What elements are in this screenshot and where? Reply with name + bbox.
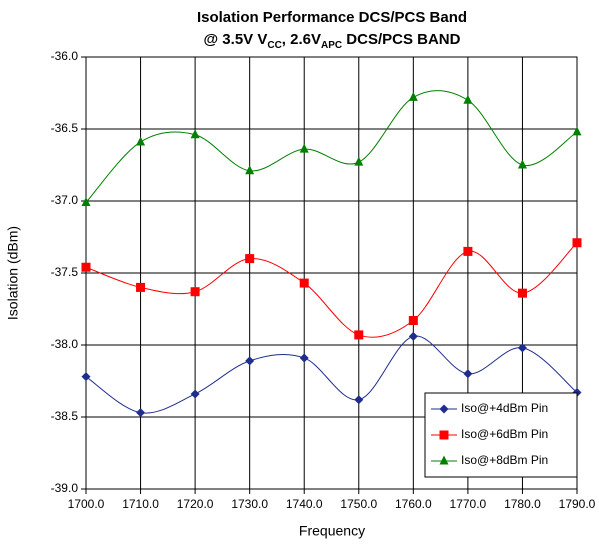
- y-tick-label: -38.5: [51, 409, 79, 423]
- series-line: [85, 335, 578, 414]
- subtitle-part: DCS/PCS BAND: [342, 31, 461, 48]
- marker: [245, 356, 255, 366]
- marker: [517, 288, 527, 298]
- marker: [299, 353, 309, 363]
- x-tick-label: 1710.0: [122, 497, 159, 511]
- marker: [190, 129, 200, 139]
- marker: [572, 238, 582, 248]
- marker: [354, 156, 364, 166]
- legend-label: Iso@+6dBm Pin: [461, 427, 548, 441]
- x-tick-label: 1760.0: [395, 497, 432, 511]
- marker: [408, 331, 418, 341]
- x-tick-label: 1750.0: [340, 497, 377, 511]
- y-tick-label: -39.0: [51, 481, 79, 495]
- marker: [517, 343, 527, 353]
- marker: [463, 94, 473, 104]
- x-tick-label: 1700.0: [68, 497, 105, 511]
- marker: [572, 126, 582, 136]
- marker: [463, 246, 473, 256]
- marker: [439, 455, 449, 465]
- chart-subtitle: @ 3.5V VCC, 2.6VAPC DCS/PCS BAND: [204, 31, 461, 51]
- marker: [136, 282, 146, 292]
- subtitle-part: , 2.6V: [282, 31, 321, 48]
- y-tick-label: -38.0: [51, 337, 79, 351]
- plot-border: [85, 56, 578, 490]
- marker: [81, 196, 91, 206]
- subscript: APC: [321, 40, 342, 51]
- marker: [408, 91, 418, 101]
- y-tick-label: -36.5: [51, 121, 79, 135]
- marker: [354, 330, 364, 340]
- y-axis-label: Isolation (dBm): [5, 226, 21, 320]
- subtitle-part: @ 3.5V V: [204, 31, 268, 48]
- y-tick-label: -37.0: [51, 193, 79, 207]
- marker: [517, 159, 527, 169]
- legend-label: Iso@+8dBm Pin: [461, 453, 548, 467]
- marker: [439, 404, 449, 414]
- marker: [299, 278, 309, 288]
- x-tick-label: 1720.0: [177, 497, 214, 511]
- marker: [408, 316, 418, 326]
- marker: [136, 136, 146, 146]
- legend-label: Iso@+4dBm Pin: [461, 401, 548, 415]
- x-tick-label: 1780.0: [504, 497, 541, 511]
- marker: [136, 408, 146, 418]
- x-tick-label: 1740.0: [286, 497, 323, 511]
- series-line: [85, 242, 578, 338]
- x-tick-label: 1730.0: [231, 497, 268, 511]
- y-tick-label: -36.0: [51, 49, 79, 63]
- x-tick-label: 1790.0: [559, 497, 596, 511]
- marker: [190, 389, 200, 399]
- marker: [463, 369, 473, 379]
- marker: [81, 262, 91, 272]
- marker: [190, 287, 200, 297]
- chart-title: Isolation Performance DCS/PCS Band: [197, 9, 467, 26]
- subscript: CC: [267, 40, 281, 51]
- marker: [299, 143, 309, 153]
- x-axis-label: Frequency: [299, 523, 365, 539]
- marker: [245, 254, 255, 264]
- marker: [245, 165, 255, 175]
- marker: [354, 395, 364, 405]
- y-tick-label: -37.5: [51, 265, 79, 279]
- legend-box: [424, 392, 578, 478]
- marker: [81, 372, 91, 382]
- series-line: [85, 90, 578, 203]
- marker: [439, 430, 449, 440]
- x-tick-label: 1770.0: [450, 497, 487, 511]
